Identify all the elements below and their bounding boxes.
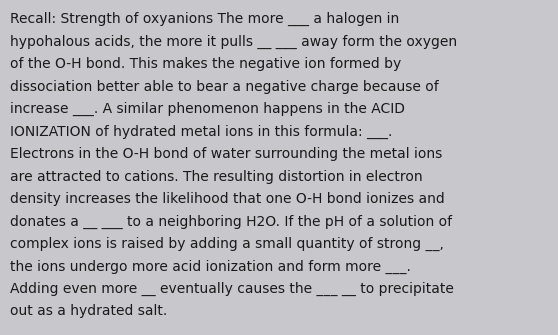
Text: are attracted to cations. The resulting distortion in electron: are attracted to cations. The resulting … (10, 170, 422, 184)
Text: IONIZATION of hydrated metal ions in this formula: ___.: IONIZATION of hydrated metal ions in thi… (10, 125, 392, 139)
Text: increase ___. A similar phenomenon happens in the ACID: increase ___. A similar phenomenon happe… (10, 102, 405, 116)
Text: of the O-H bond. This makes the negative ion formed by: of the O-H bond. This makes the negative… (10, 57, 401, 71)
Text: Electrons in the O-H bond of water surrounding the metal ions: Electrons in the O-H bond of water surro… (10, 147, 442, 161)
Text: complex ions is raised by adding a small quantity of strong __,: complex ions is raised by adding a small… (10, 237, 444, 251)
Text: donates a __ ___ to a neighboring H2O. If the pH of a solution of: donates a __ ___ to a neighboring H2O. I… (10, 214, 452, 229)
Text: Adding even more __ eventually causes the ___ __ to precipitate: Adding even more __ eventually causes th… (10, 282, 454, 296)
Text: the ions undergo more acid ionization and form more ___.: the ions undergo more acid ionization an… (10, 260, 411, 274)
Text: Recall: Strength of oxyanions The more ___ a halogen in: Recall: Strength of oxyanions The more _… (10, 12, 400, 26)
Text: hypohalous acids, the more it pulls __ ___ away form the oxygen: hypohalous acids, the more it pulls __ _… (10, 35, 457, 49)
Text: density increases the likelihood that one O-H bond ionizes and: density increases the likelihood that on… (10, 192, 445, 206)
Text: dissociation better able to bear a negative charge because of: dissociation better able to bear a negat… (10, 79, 439, 93)
Text: out as a hydrated salt.: out as a hydrated salt. (10, 305, 167, 319)
